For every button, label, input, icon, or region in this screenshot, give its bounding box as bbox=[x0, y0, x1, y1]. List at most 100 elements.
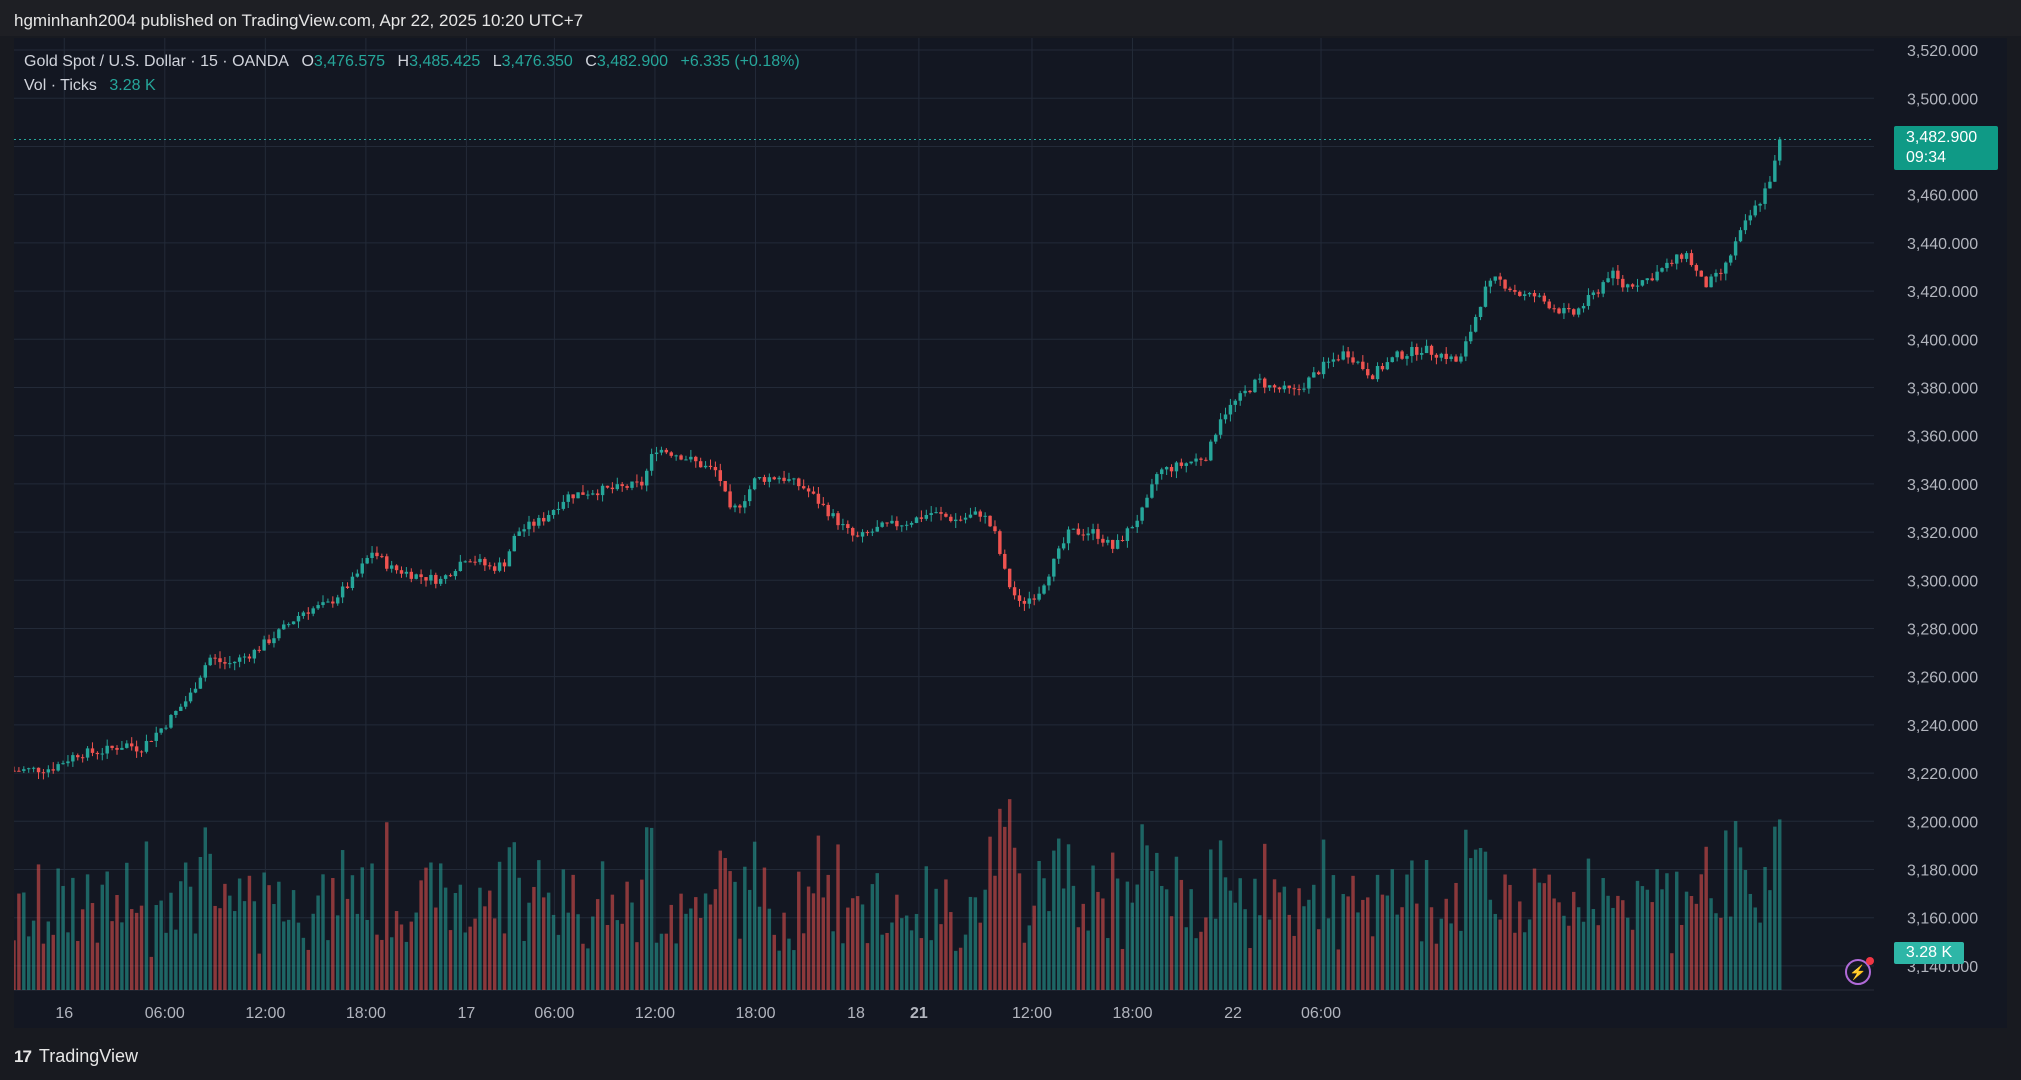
volume-bar bbox=[149, 956, 154, 990]
volume-bar bbox=[1267, 919, 1272, 990]
volume-bar bbox=[1022, 942, 1027, 990]
volume-bar bbox=[816, 835, 821, 990]
candle-body bbox=[120, 747, 124, 750]
volume-bar bbox=[1640, 886, 1645, 990]
volume-bar bbox=[1199, 931, 1203, 990]
volume-bar bbox=[1282, 886, 1287, 990]
volume-bar bbox=[1356, 912, 1360, 990]
volume-bar bbox=[1297, 888, 1301, 990]
volume-bar bbox=[694, 897, 698, 990]
candle-body bbox=[1768, 181, 1772, 189]
candle-body bbox=[1758, 203, 1762, 206]
candle-body bbox=[1194, 458, 1198, 462]
volume-bar bbox=[1552, 898, 1556, 990]
volume-bar bbox=[380, 939, 384, 990]
candle-body bbox=[326, 601, 330, 603]
candle-body bbox=[1346, 351, 1350, 358]
candle-body bbox=[988, 515, 992, 527]
candle-body bbox=[561, 501, 566, 509]
volume-bar bbox=[752, 841, 757, 990]
volume-bar bbox=[399, 924, 404, 990]
volume-bar bbox=[527, 902, 531, 990]
volume-bar bbox=[929, 940, 933, 990]
tradingview-brand[interactable]: 17 TradingView bbox=[14, 1046, 138, 1067]
candle-body bbox=[1522, 294, 1527, 296]
candle-body bbox=[46, 769, 51, 773]
volume-bar bbox=[591, 916, 595, 990]
volume-bar bbox=[1655, 869, 1659, 990]
volume-bar bbox=[14, 940, 16, 990]
y-tick-label: 3,400.000 bbox=[1907, 332, 1978, 349]
volume-bar bbox=[581, 943, 585, 990]
volume-bar bbox=[1601, 878, 1605, 990]
volume-bar bbox=[1537, 882, 1542, 990]
candle-body bbox=[1204, 459, 1208, 461]
candle-body bbox=[483, 558, 487, 566]
candle-body bbox=[674, 455, 678, 457]
volume-bar bbox=[336, 915, 340, 990]
volume-bar bbox=[1591, 909, 1596, 990]
volume-bar bbox=[1439, 918, 1444, 990]
candle-body bbox=[1753, 205, 1757, 216]
volume-bar bbox=[620, 923, 624, 990]
candle-body bbox=[855, 535, 860, 537]
volume-bar bbox=[1326, 918, 1331, 990]
volume-bar bbox=[463, 932, 467, 990]
x-tick-label: 06:00 bbox=[145, 1005, 185, 1022]
candle-body bbox=[1562, 308, 1566, 314]
volume-bar bbox=[228, 895, 232, 990]
candle-body bbox=[1037, 593, 1041, 600]
candlestick-chart[interactable]: 3,140.0003,160.0003,180.0003,200.0003,22… bbox=[14, 38, 2007, 1028]
volume-bar bbox=[1719, 917, 1723, 990]
candle-body bbox=[139, 751, 144, 753]
candle-body bbox=[1493, 276, 1497, 281]
symbol-label[interactable]: Gold Spot / U.S. Dollar · 15 · OANDA bbox=[24, 53, 289, 70]
candle-body bbox=[1733, 241, 1738, 256]
candle-body bbox=[522, 529, 526, 532]
candle-body bbox=[605, 485, 610, 488]
candle-body bbox=[836, 513, 840, 526]
candle-body bbox=[443, 575, 448, 579]
candle-body bbox=[1635, 285, 1640, 287]
volume-bar bbox=[860, 904, 865, 990]
volume-bar bbox=[1670, 953, 1674, 990]
candle-body bbox=[1748, 215, 1753, 221]
candle-body bbox=[56, 764, 60, 771]
candle-body bbox=[448, 575, 453, 577]
candle-body bbox=[193, 688, 198, 693]
lightning-icon[interactable]: ⚡ bbox=[1845, 959, 1871, 985]
volume-bar bbox=[645, 827, 649, 990]
volume-bar bbox=[311, 913, 315, 990]
volume-bar bbox=[664, 933, 669, 990]
volume-bar bbox=[414, 912, 418, 990]
volume-bar bbox=[110, 921, 114, 990]
chart-area[interactable]: 3,140.000 3,160.000 3,180.000 3,200.000 3,22… bbox=[14, 38, 2007, 1028]
volume-bar bbox=[1434, 943, 1439, 990]
volume-bar bbox=[924, 866, 929, 990]
volume-bar bbox=[1419, 941, 1424, 990]
volume-bar bbox=[615, 920, 620, 990]
volume-bar bbox=[1047, 911, 1051, 990]
candle-body bbox=[1464, 341, 1468, 357]
candle-body bbox=[399, 570, 404, 574]
volume-bar bbox=[1189, 889, 1193, 990]
candle-body bbox=[1213, 434, 1218, 442]
candle-body bbox=[684, 459, 688, 461]
candle-body bbox=[1076, 528, 1081, 535]
volume-label[interactable]: Vol · Ticks bbox=[24, 77, 97, 94]
candle-body bbox=[600, 485, 605, 496]
candle-body bbox=[228, 663, 232, 665]
volume-bar bbox=[698, 917, 703, 990]
candle-body bbox=[1508, 288, 1512, 291]
candle-body bbox=[640, 481, 644, 486]
volume-bar bbox=[1449, 923, 1453, 990]
candle-body bbox=[149, 740, 154, 742]
volume-bar bbox=[483, 906, 487, 990]
volume-bar bbox=[1733, 821, 1738, 990]
volume-bar bbox=[811, 893, 816, 990]
candle-body bbox=[1743, 220, 1748, 231]
volume-bar bbox=[1012, 847, 1017, 990]
volume-bar bbox=[919, 938, 924, 990]
candle-body bbox=[939, 512, 943, 514]
candle-body bbox=[1557, 308, 1561, 314]
